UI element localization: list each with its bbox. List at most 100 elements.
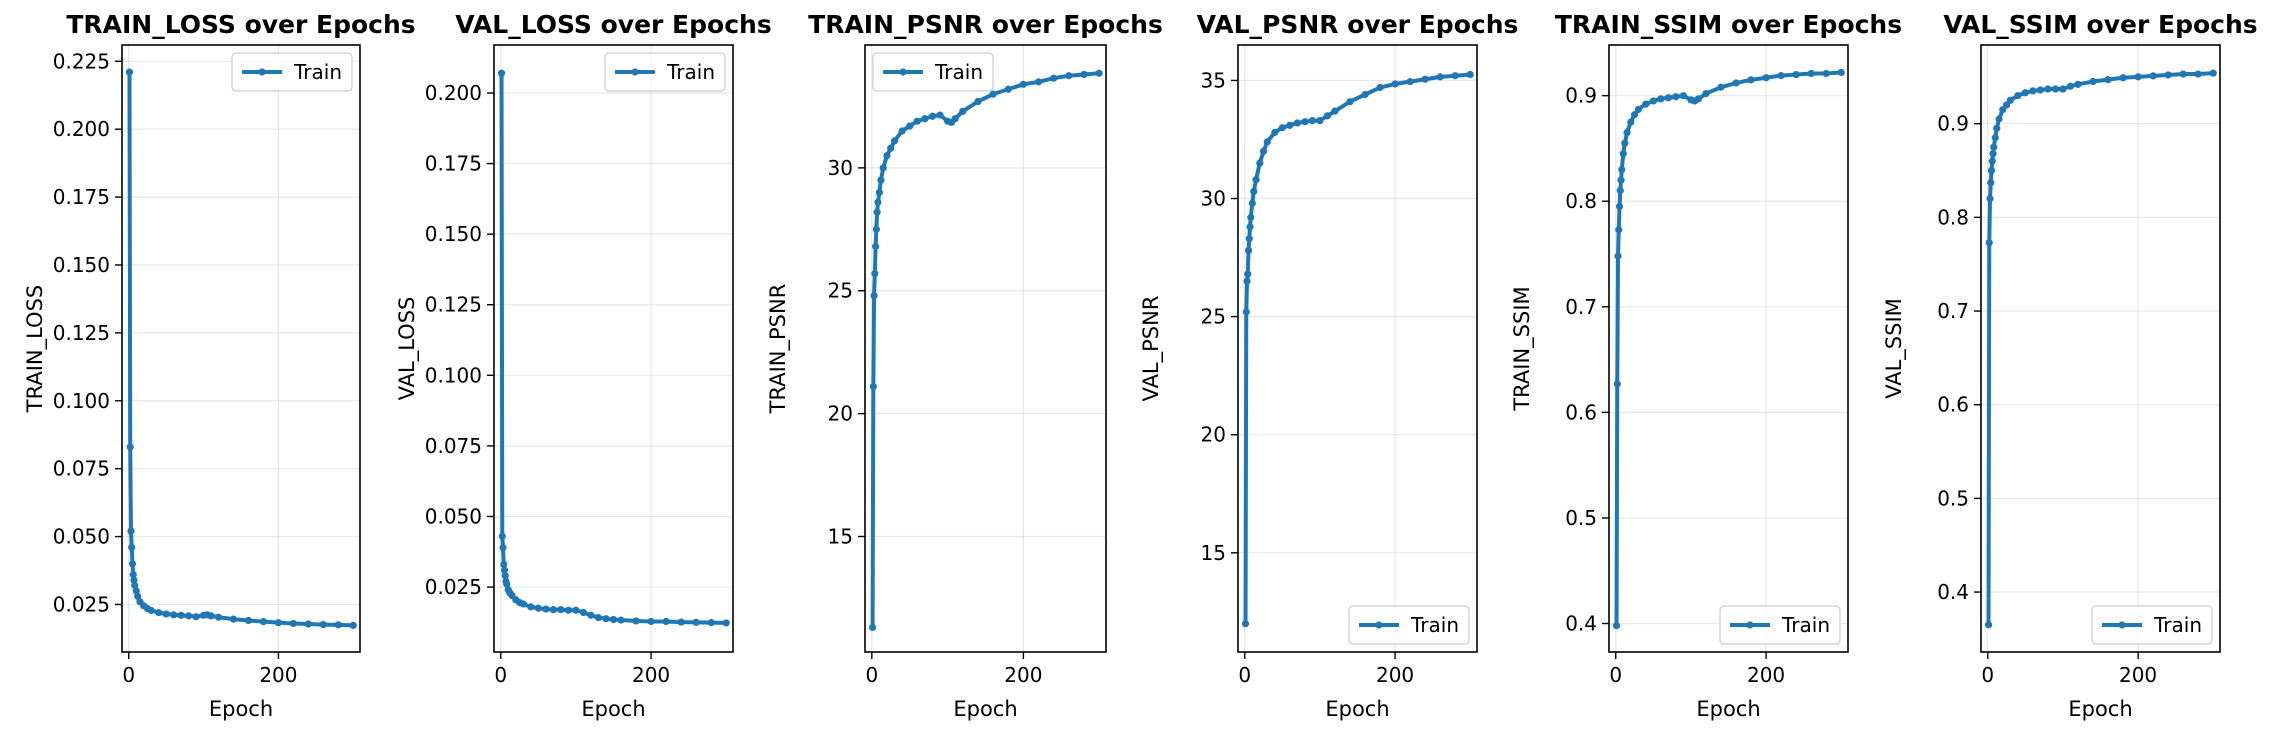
data-point: [534, 604, 542, 612]
data-point: [2051, 85, 2060, 93]
y-tick-label: 0.4: [1565, 611, 1597, 635]
data-point: [128, 543, 136, 552]
data-point: [1792, 70, 1800, 79]
data-point: [304, 620, 312, 628]
legend-marker-swatch: [631, 68, 639, 76]
data-point: [632, 617, 640, 625]
axes-frame: [864, 44, 1107, 653]
data-point: [2044, 85, 2052, 93]
legend-label: Train: [2153, 613, 2202, 637]
data-point: [185, 612, 193, 620]
y-tick-label: 0.075: [53, 457, 110, 481]
data-point: [1080, 70, 1088, 79]
data-point: [130, 576, 138, 584]
legend-label: Train: [1781, 613, 1830, 637]
y-tick-label: 0.4: [1937, 580, 1969, 604]
data-point: [1993, 124, 2001, 132]
data-point: [959, 107, 967, 115]
data-point: [873, 208, 881, 216]
y-axis-label: VAL_PSNR: [1139, 296, 1164, 402]
y-tick-label: 0.5: [1937, 486, 1969, 510]
data-point: [334, 621, 342, 629]
y-tick-label: 35: [1201, 68, 1226, 92]
data-point: [1271, 128, 1279, 136]
data-point: [1995, 115, 2003, 123]
x-tick-label: 200: [632, 663, 670, 687]
data-point: [1634, 105, 1642, 113]
data-point: [1248, 199, 1256, 207]
data-point: [1308, 116, 1317, 125]
y-tick-label: 15: [1201, 541, 1226, 565]
data-point: [2089, 77, 2097, 86]
legend-label: Train: [293, 60, 342, 84]
x-axis-label: Epoch: [209, 697, 273, 721]
data-point: [2119, 74, 2127, 82]
data-point: [1991, 134, 1999, 142]
data-point: [921, 115, 929, 123]
data-point: [1987, 179, 1995, 187]
data-point: [872, 242, 880, 251]
chart-title: VAL_SSIM over Epochs: [1943, 10, 2257, 39]
data-point: [170, 611, 178, 619]
data-point: [129, 570, 137, 579]
axes-frame: [1237, 44, 1478, 653]
chart-title: VAL_PSNR over Epochs: [1197, 10, 1519, 39]
y-tick-label: 0.9: [1937, 112, 1969, 136]
y-tick-label: 0.150: [53, 253, 110, 277]
data-point: [1777, 72, 1785, 80]
y-axis-label: TRAIN_LOSS: [23, 285, 48, 413]
legend: Train: [1719, 605, 1841, 645]
data-point: [1436, 73, 1444, 81]
data-point: [1244, 246, 1253, 255]
y-tick-label: 25: [1201, 305, 1226, 329]
data-point: [874, 198, 882, 206]
y-tick-label: 0.175: [425, 152, 482, 176]
data-point: [1246, 223, 1254, 231]
data-point: [125, 68, 134, 76]
y-tick-label: 0.025: [425, 575, 482, 599]
data-point: [906, 122, 914, 130]
data-point: [609, 615, 618, 624]
data-point: [1642, 100, 1650, 108]
data-point: [1988, 157, 1996, 165]
data-point: [503, 580, 511, 588]
data-point: [549, 606, 557, 614]
data-point: [1664, 94, 1672, 102]
data-point: [913, 117, 921, 125]
y-tick-label: 0.125: [53, 321, 110, 345]
y-tick-label: 0.050: [53, 525, 110, 549]
data-point: [890, 137, 899, 145]
data-point: [1406, 78, 1414, 86]
data-point: [1822, 69, 1830, 78]
data-point: [1346, 98, 1354, 106]
data-point: [974, 97, 982, 106]
data-point: [579, 608, 588, 617]
data-point: [1679, 92, 1688, 100]
legend-marker-swatch: [2118, 621, 2126, 629]
data-point: [1987, 166, 1996, 175]
legend: Train: [2091, 605, 2213, 645]
subplot-4: 0 200 15 20 25 30 35 VAL_PSNR over Epochs Epoch V…: [1139, 10, 1518, 721]
data-point: [499, 543, 507, 552]
legend-marker-swatch: [899, 68, 907, 76]
x-tick-label: 0: [1981, 663, 1994, 687]
y-tick-label: 0.100: [425, 363, 482, 387]
y-tick-label: 0.7: [1565, 295, 1597, 319]
chart-title: TRAIN_PSNR over Epochs: [808, 10, 1163, 39]
data-point: [1732, 79, 1740, 87]
y-tick-label: 25: [828, 279, 853, 303]
data-point: [527, 603, 535, 611]
data-point: [1301, 118, 1309, 126]
x-axis-label: Epoch: [1325, 697, 1389, 721]
data-point: [1019, 80, 1027, 88]
data-point: [1747, 76, 1755, 84]
data-point: [564, 606, 573, 614]
data-point: [1286, 121, 1294, 129]
data-point: [1278, 124, 1286, 132]
data-point: [707, 619, 715, 627]
y-tick-label: 20: [828, 402, 853, 426]
data-point: [1466, 70, 1474, 79]
data-point: [1702, 89, 1710, 98]
data-point: [1990, 143, 1998, 151]
